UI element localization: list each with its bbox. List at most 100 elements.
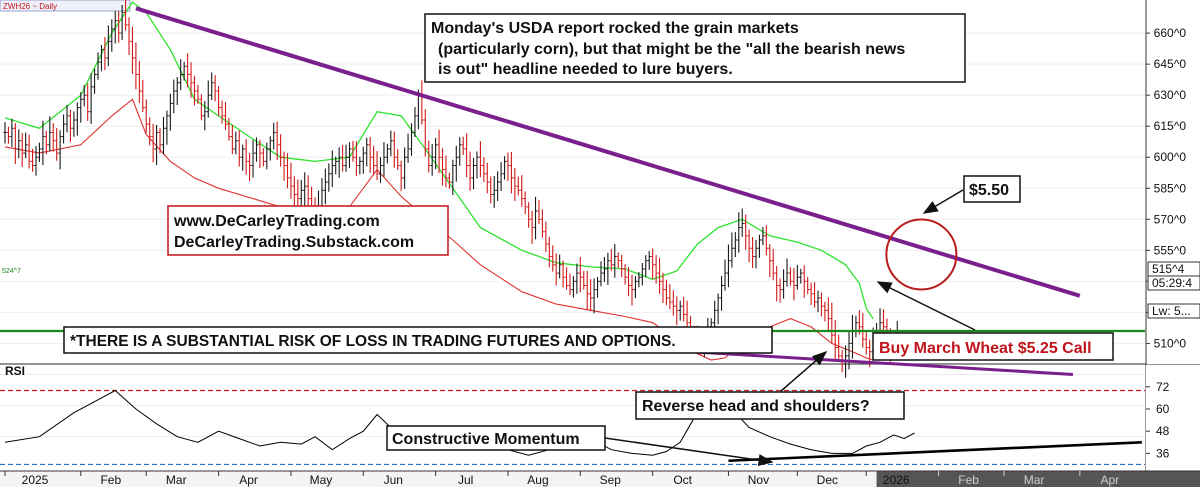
- pattern-text: Reverse head and shoulders?: [642, 398, 870, 415]
- price-tick-label: 645^0: [1154, 57, 1187, 71]
- price-target-callout: $5.50: [963, 175, 1021, 203]
- month-label: Apr: [1100, 473, 1119, 487]
- month-label: Jun: [384, 473, 403, 487]
- price-bar: [3, 122, 7, 144]
- rsi-panel: [0, 363, 1200, 466]
- price-bar: [344, 144, 348, 172]
- price-bar: [561, 260, 565, 288]
- price-bar: [68, 109, 73, 142]
- price-bar: [806, 277, 810, 295]
- price-bar: [585, 270, 589, 311]
- price-bar: [51, 123, 55, 152]
- price-bar: [785, 258, 789, 287]
- price-bar: [130, 26, 135, 75]
- price-bar: [272, 122, 276, 150]
- price-bar: [179, 59, 183, 91]
- price-bar: [799, 268, 803, 284]
- price-bar: [189, 62, 193, 98]
- price-bar: [544, 221, 548, 253]
- price-bar: [406, 133, 410, 163]
- month-label: Feb: [958, 473, 979, 487]
- price-bar: [575, 263, 579, 294]
- price-bar: [664, 279, 669, 306]
- price-bar: [616, 252, 620, 268]
- price-bar: [440, 148, 445, 186]
- price-bar: [485, 162, 489, 194]
- price-bar: [675, 296, 679, 326]
- pattern-arrow: [780, 351, 828, 392]
- price-bar: [165, 110, 169, 145]
- price-bar: [589, 279, 593, 312]
- price-bar: [17, 129, 21, 159]
- price-bar: [633, 276, 638, 299]
- price-bar: [337, 147, 341, 178]
- rsi-line: [4, 389, 915, 456]
- price-bar: [454, 145, 458, 182]
- price-bar: [671, 290, 675, 316]
- website-box: [167, 205, 449, 256]
- price-bar: [196, 84, 200, 104]
- low-price-box: [1147, 303, 1200, 319]
- price-bar: [206, 80, 210, 118]
- price-bar: [592, 278, 596, 314]
- price-bar: [530, 210, 534, 244]
- price-bar: [823, 301, 827, 322]
- price-bar: [172, 79, 176, 114]
- price-bar: [788, 267, 793, 286]
- headline-line-3: is out" headline needed to lure buyers.: [438, 61, 733, 78]
- price-bar: [258, 139, 262, 169]
- price-bar: [282, 151, 286, 181]
- month-label: Sep: [600, 473, 622, 487]
- price-bar: [37, 142, 42, 162]
- price-bar: [392, 131, 396, 168]
- price-bar: [499, 162, 503, 191]
- price-bar: [55, 128, 59, 161]
- price-bar: [537, 200, 541, 225]
- headline-line-1: Monday's USDA report rocked the grain ma…: [431, 20, 799, 37]
- price-bar: [10, 118, 14, 147]
- price-bar: [778, 278, 782, 303]
- price-bar: [726, 244, 731, 288]
- headline-callout: Monday's USDA report rocked the grain ma…: [424, 13, 966, 83]
- price-bar: [571, 276, 576, 298]
- disclaimer-callout: *THERE IS A SUBSTANTIAL RISK OF LOSS IN …: [63, 326, 773, 354]
- price-bar: [730, 232, 734, 268]
- support-level-label: 524^7: [2, 268, 21, 275]
- price-bar: [303, 172, 307, 206]
- price-bar: [651, 248, 655, 280]
- price-bar: [654, 254, 658, 284]
- headline-line-2: (particularly corn), but that might be t…: [438, 41, 905, 58]
- price-bar: [434, 137, 438, 170]
- price-bar: [647, 251, 651, 270]
- price-bar: [351, 140, 355, 162]
- price-bar: [837, 334, 841, 361]
- price-bar: [547, 236, 551, 268]
- price-bar: [385, 143, 389, 164]
- rsi-tick-label: 36: [1156, 446, 1170, 460]
- price-bar: [203, 100, 207, 131]
- price-bar: [30, 148, 35, 172]
- price-bar: [185, 53, 190, 88]
- disclaimer-text: *THERE IS A SUBSTANTIAL RISK OF LOSS IN …: [70, 333, 676, 350]
- chart-title: ZWH26 ~ Daily: [3, 2, 57, 11]
- price-bar: [513, 168, 517, 202]
- price-bar: [819, 292, 824, 317]
- price-bar: [409, 123, 414, 156]
- price-tick-label: 570^0: [1154, 212, 1187, 226]
- price-bar: [75, 102, 79, 136]
- price-bar: [323, 168, 327, 205]
- price-bar: [213, 75, 217, 102]
- price-bar: [795, 264, 799, 290]
- price-bar: [881, 309, 886, 334]
- price-bar: [361, 146, 365, 174]
- price-bar: [244, 139, 248, 175]
- price-bar: [216, 86, 221, 117]
- price-bar: [502, 156, 507, 180]
- price-bar: [285, 153, 290, 189]
- rsi-axis: 72 60 48 36: [1146, 365, 1200, 470]
- price-bar: [365, 137, 369, 167]
- price-bar: [44, 130, 48, 155]
- price-bar: [802, 265, 806, 298]
- pattern-callout: Reverse head and shoulders?: [635, 391, 905, 420]
- price-bar: [123, 0, 128, 31]
